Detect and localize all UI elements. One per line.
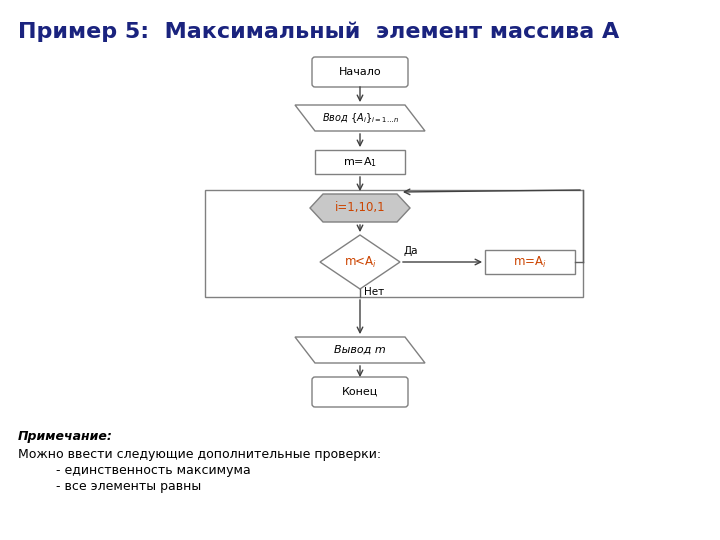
- Bar: [315, 150, 405, 174]
- Text: Начало: Начало: [338, 67, 382, 77]
- Text: - единственность максимума: - единственность максимума: [36, 464, 251, 477]
- Text: m<A$_i$: m<A$_i$: [343, 254, 377, 269]
- Text: Можно ввести следующие дополнительные проверки:: Можно ввести следующие дополнительные пр…: [18, 448, 381, 461]
- Text: Ввод $\{A_i\}_{i=1\ldots n}$: Ввод $\{A_i\}_{i=1\ldots n}$: [322, 111, 398, 125]
- Text: Да: Да: [404, 246, 418, 256]
- Text: m=A$_i$: m=A$_i$: [513, 254, 547, 269]
- Text: Конец: Конец: [342, 387, 378, 397]
- Text: Нет: Нет: [364, 287, 384, 297]
- Bar: [205, 190, 583, 297]
- Polygon shape: [295, 105, 425, 131]
- Text: m=A$_1$: m=A$_1$: [343, 155, 377, 169]
- Polygon shape: [310, 194, 410, 222]
- Text: Примечание:: Примечание:: [18, 430, 113, 443]
- Text: - все элементы равны: - все элементы равны: [36, 480, 202, 493]
- Polygon shape: [295, 337, 425, 363]
- Bar: [485, 250, 575, 274]
- FancyBboxPatch shape: [312, 57, 408, 87]
- Text: i=1,10,1: i=1,10,1: [335, 201, 385, 214]
- Polygon shape: [320, 235, 400, 289]
- Text: Вывод m: Вывод m: [334, 345, 386, 355]
- FancyBboxPatch shape: [312, 377, 408, 407]
- Text: Пример 5:  Максимальный  элемент массива А: Пример 5: Максимальный элемент массива А: [18, 22, 619, 43]
